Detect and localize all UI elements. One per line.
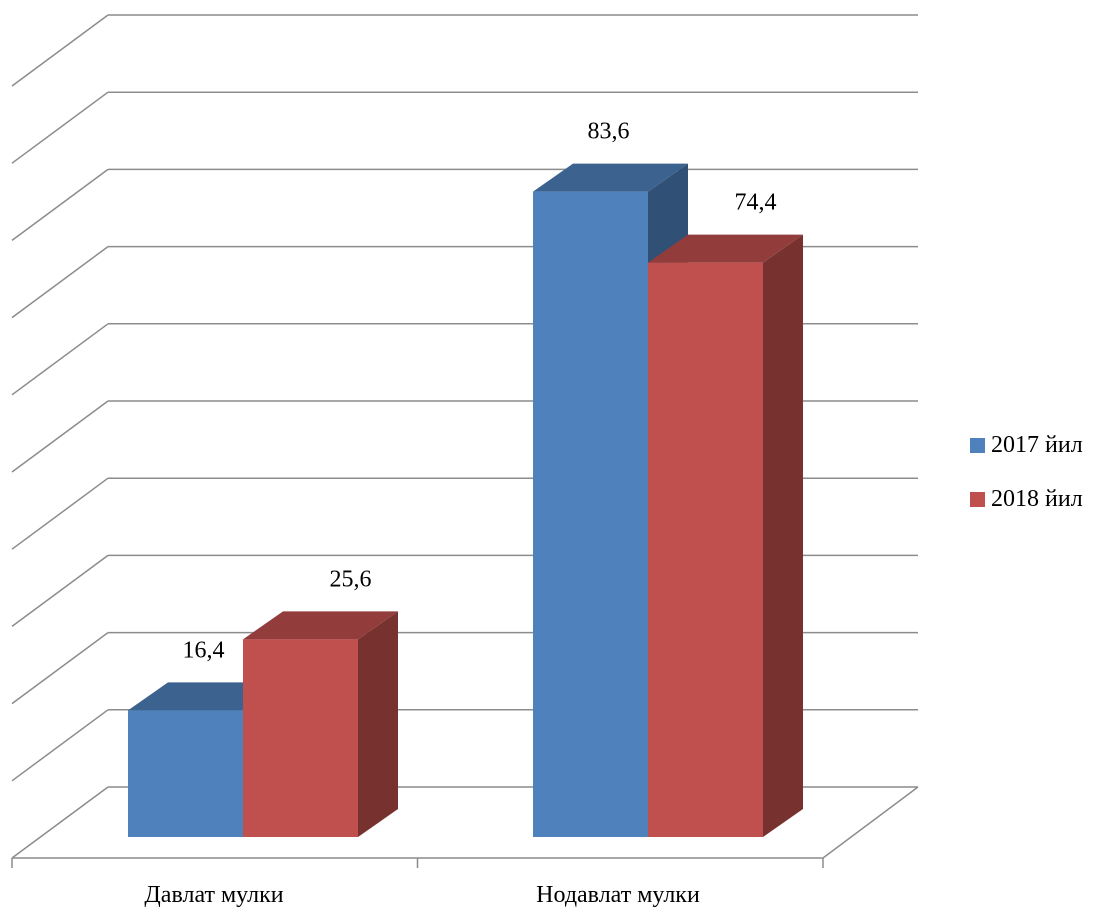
chart-bars (128, 163, 803, 838)
side-gridline (11, 168, 109, 242)
side-gridline (11, 400, 109, 473)
legend-label-2018: 2018 йил (991, 485, 1083, 512)
bar-top (533, 163, 688, 192)
bar-side (358, 611, 398, 837)
chart-legend: 2017 йил 2018 йил (970, 418, 1083, 526)
side-gridline (11, 91, 109, 164)
bar (648, 262, 763, 838)
legend-item-2017: 2017 йил (970, 418, 1083, 472)
side-gridline (11, 786, 109, 859)
legend-item-2018: 2018 йил (970, 472, 1083, 526)
side-gridline (11, 14, 109, 87)
side-gridline (11, 709, 109, 782)
legend-swatch-2018 (970, 491, 985, 507)
side-gridline (11, 323, 109, 396)
bar (533, 191, 648, 837)
data-label: 16,4 (183, 637, 225, 663)
x-tick-label: Давлат мулки (144, 882, 283, 908)
bar-side (763, 234, 803, 837)
side-gridline (11, 631, 109, 705)
legend-swatch-2017 (970, 437, 985, 453)
x-axis: Давлат мулки Нодавлат мулки (11, 858, 824, 908)
data-label: 25,6 (330, 566, 372, 592)
side-gridline (11, 245, 109, 319)
data-label: 74,4 (735, 190, 777, 216)
chart-data-labels: 16,4 25,6 83,6 74,4 (183, 119, 777, 664)
bar-top (648, 234, 803, 263)
side-gridline (11, 477, 109, 550)
x-tick-label: Нодавлат мулки (536, 882, 700, 908)
data-label: 83,6 (588, 119, 630, 145)
bar (128, 710, 243, 837)
legend-label-2017: 2017 йил (991, 431, 1083, 458)
bar (243, 639, 358, 837)
bar-top (243, 611, 398, 640)
side-gridline (11, 554, 109, 628)
